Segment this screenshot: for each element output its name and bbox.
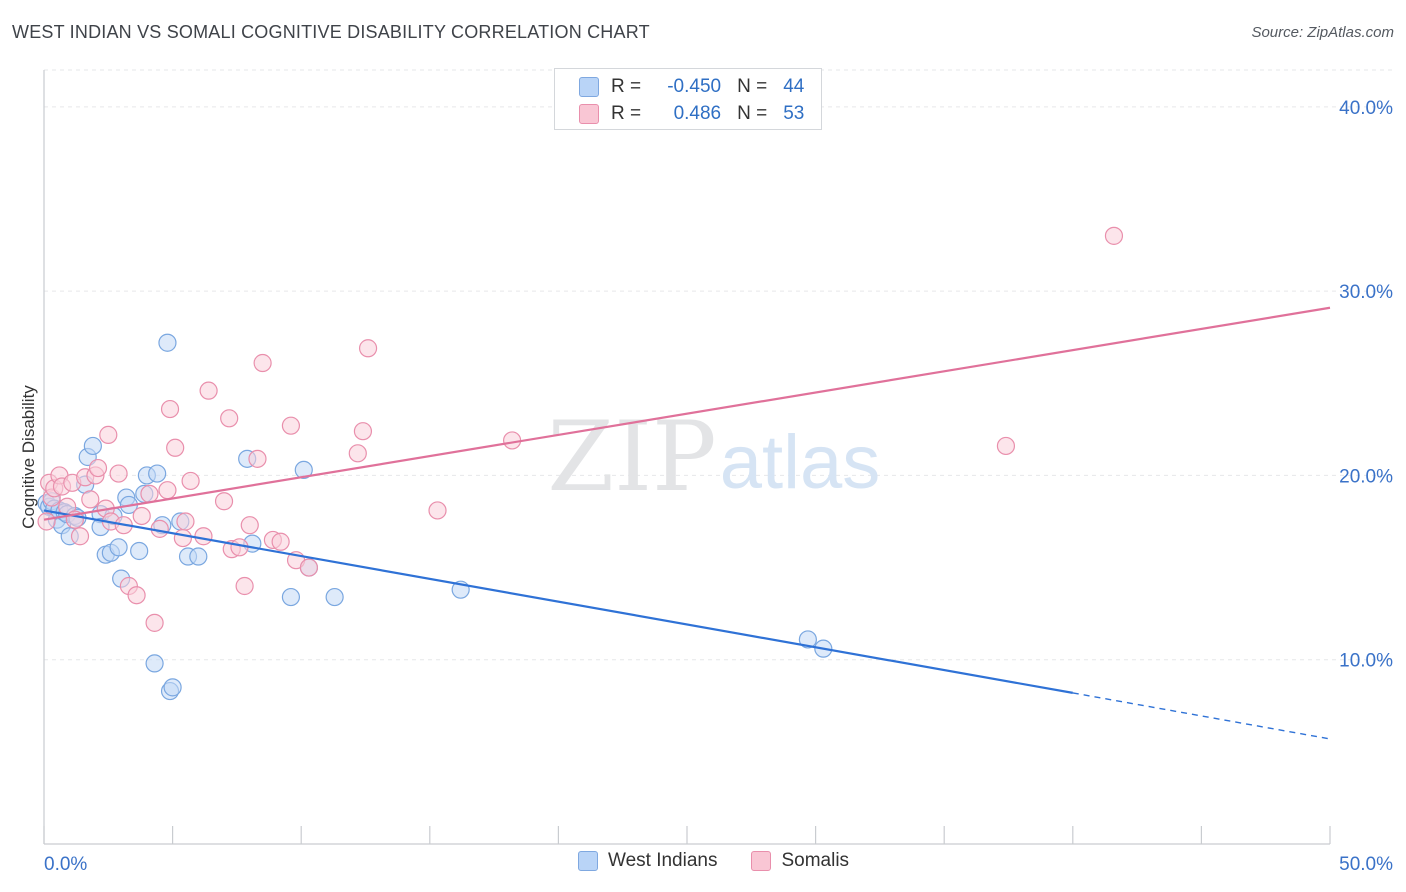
data-point <box>70 527 90 546</box>
somalis-legend-swatch <box>751 851 772 871</box>
watermark-zip: ZIP <box>547 401 716 513</box>
r-label: R = <box>611 76 642 97</box>
n-label: N = <box>737 76 768 97</box>
data-point <box>230 538 249 557</box>
y-tick-label: 40.0% <box>1339 98 1393 119</box>
data-point <box>109 464 128 483</box>
west-indians-swatch <box>579 77 599 97</box>
data-point <box>181 471 200 491</box>
data-point <box>253 353 272 373</box>
data-point <box>798 630 817 649</box>
n-value: 53 <box>783 103 805 124</box>
r-value: -0.450 <box>667 76 722 97</box>
data-point <box>281 416 301 435</box>
data-point <box>428 501 447 520</box>
data-point <box>145 654 164 673</box>
data-point <box>194 527 213 546</box>
data-points <box>37 226 1124 701</box>
data-point <box>160 399 180 419</box>
r-value: 0.486 <box>673 103 722 124</box>
data-point <box>358 339 378 358</box>
trend-line-extension <box>1072 692 1331 740</box>
data-point <box>353 422 373 441</box>
watermark-atlas: atlas <box>720 420 881 505</box>
data-point <box>127 586 146 605</box>
data-point <box>214 492 234 511</box>
data-point <box>83 436 102 456</box>
legend-label: Somalis <box>781 850 850 871</box>
stats-row-west-indians: R = -0.450 N = 44 <box>579 74 804 100</box>
data-point <box>158 481 177 500</box>
stats-box: R = -0.450 N = 44 R = 0.486 N = 53 <box>554 68 822 130</box>
data-point <box>271 532 290 551</box>
y-axis-label: Cognitive Disability <box>19 385 38 529</box>
data-point <box>37 512 56 531</box>
series-somalis <box>37 226 1124 632</box>
trend-line-somalis <box>43 306 1331 521</box>
y-tick-label: 20.0% <box>1339 466 1393 487</box>
y-tick-label: 10.0% <box>1339 651 1393 672</box>
data-point <box>235 576 254 596</box>
data-point <box>163 678 182 697</box>
legend: West Indians Somalis <box>578 850 883 872</box>
grid-lines <box>44 69 1392 661</box>
chart-title: WEST INDIAN VS SOMALI COGNITIVE DISABILI… <box>12 22 650 42</box>
data-point <box>130 541 149 561</box>
data-point <box>325 587 344 607</box>
data-point <box>148 464 167 483</box>
data-point <box>145 613 164 632</box>
data-point <box>166 438 185 457</box>
data-point <box>176 512 195 531</box>
legend-label: West Indians <box>608 850 718 871</box>
legend-item-west-indians[interactable]: West Indians <box>578 850 717 872</box>
n-label: N = <box>737 103 768 124</box>
data-point <box>81 490 100 509</box>
data-point <box>158 333 177 352</box>
data-point <box>189 547 208 566</box>
data-point <box>299 558 319 577</box>
trend-lines <box>43 306 1331 740</box>
x-tick-label-max: 50.0% <box>1339 854 1393 875</box>
legend-item-somalis[interactable]: Somalis <box>751 850 849 872</box>
data-point <box>99 425 118 444</box>
data-point <box>140 484 159 503</box>
source-note: Source: ZipAtlas.com <box>1251 24 1394 41</box>
axes <box>43 70 1331 845</box>
n-value: 44 <box>783 76 805 97</box>
data-point <box>348 444 367 463</box>
trend-line-west-indians <box>43 509 1073 694</box>
somalis-swatch <box>579 104 599 124</box>
data-point <box>173 528 192 548</box>
data-point <box>199 381 218 400</box>
data-point <box>220 409 239 428</box>
data-point <box>248 449 267 468</box>
data-point <box>281 587 301 607</box>
r-label: R = <box>611 103 642 124</box>
tick-labels: 10.0% 20.0% 30.0% 40.0% 0.0% 50.0% Cognitive D… <box>19 98 1393 875</box>
west-indians-legend-swatch <box>578 851 598 871</box>
data-point <box>503 431 522 450</box>
data-point <box>88 458 108 478</box>
stats-row-somalis: R = 0.486 N = 53 <box>579 101 804 127</box>
data-point <box>132 506 151 526</box>
x-tick-label-min: 0.0% <box>44 854 87 875</box>
data-point <box>240 516 259 535</box>
data-point <box>1104 226 1124 245</box>
y-tick-label: 30.0% <box>1339 282 1393 303</box>
data-point <box>996 436 1016 456</box>
data-point <box>109 538 128 557</box>
data-point <box>294 460 313 479</box>
